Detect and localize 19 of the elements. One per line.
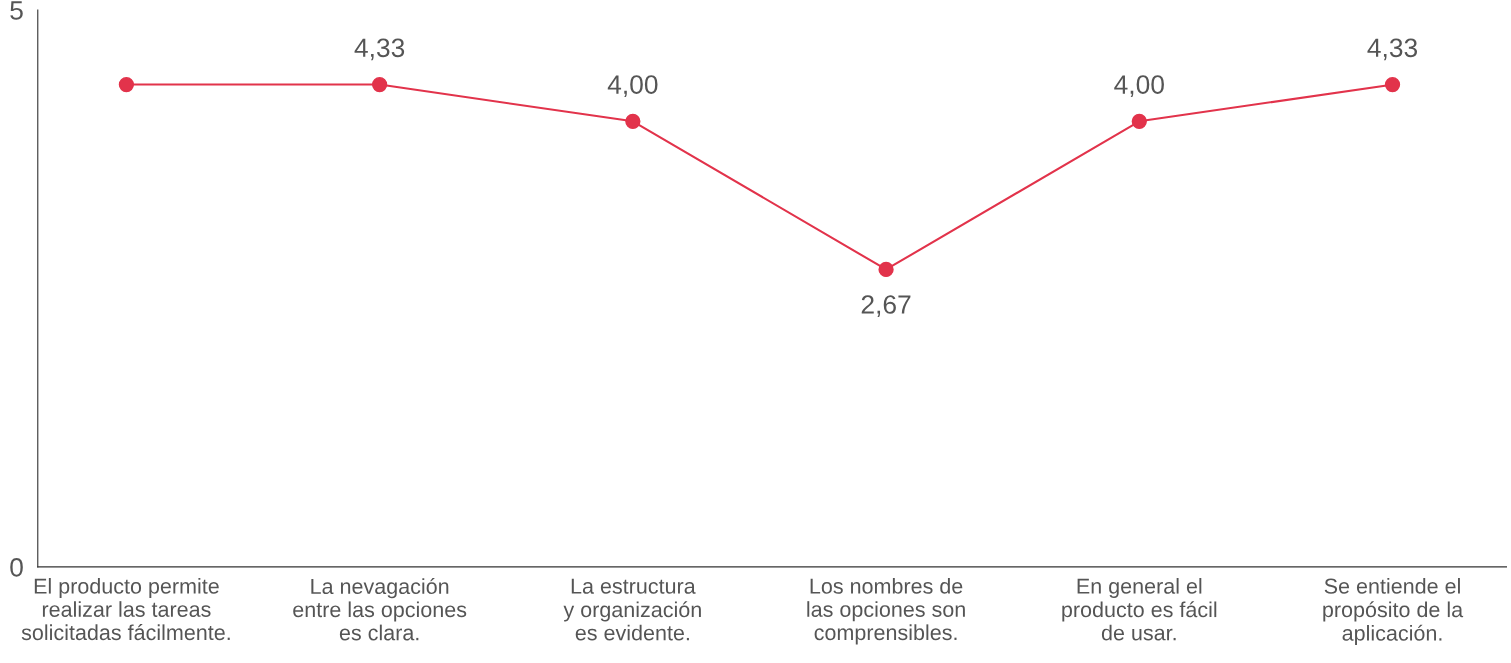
x-tick-label: La nevagación entre las opciones es clara. xyxy=(293,577,467,641)
point xyxy=(878,261,894,278)
data-label: 4,33 xyxy=(1367,38,1418,61)
point xyxy=(1384,76,1401,93)
x-tick-label: En general el producto es fácil de usar. xyxy=(1062,577,1217,641)
x-tick-label: Se entiende el propósito de la aplicación. xyxy=(1323,577,1464,646)
y-tick-label: 5 xyxy=(10,1,23,20)
x-tick-label: Los nombres de las opciones son comprensibles. xyxy=(807,577,965,645)
point xyxy=(625,113,641,129)
point xyxy=(1131,113,1147,129)
x-tick-label: El producto permite realizar las tareas solicitadas fácilmente. xyxy=(21,577,230,641)
data-label: 4,33 xyxy=(354,38,405,61)
data-label: 4,00 xyxy=(1114,75,1164,98)
x-tick-label: La estructura y organización es evidente. xyxy=(563,578,701,641)
y-tick-label: 0 xyxy=(10,558,23,577)
data-label: 4,00 xyxy=(607,75,658,98)
point xyxy=(371,76,388,93)
data-label: 2,67 xyxy=(861,295,911,317)
point xyxy=(118,76,135,93)
